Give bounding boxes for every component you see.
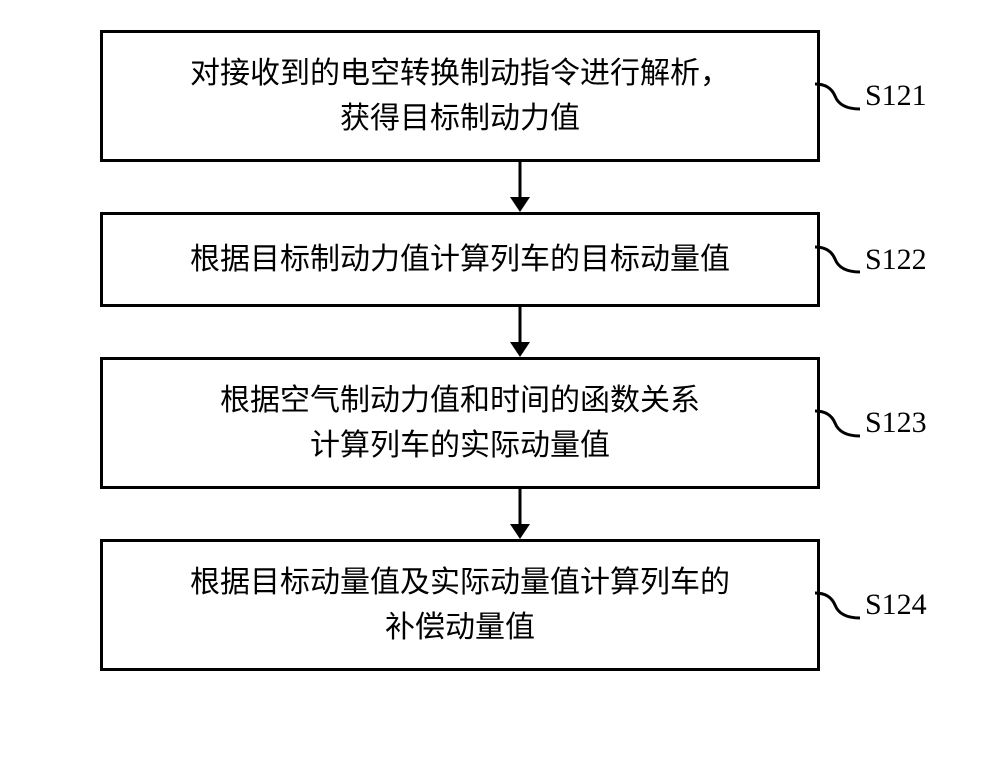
step-text-4-line1: 根据目标动量值及实际动量值计算列车的 [190, 566, 730, 599]
step-label-3: S123 [865, 406, 927, 440]
curve-connector-4 [815, 583, 865, 628]
step-box-1: 对接收到的电空转换制动指令进行解析， 获得目标制动力值 [100, 30, 820, 162]
step-text-1-line1: 对接收到的电空转换制动指令进行解析， [190, 57, 730, 90]
arrow-down-1 [505, 162, 535, 212]
curve-connector-3 [815, 401, 865, 446]
arrow-container-1 [160, 162, 880, 212]
label-group-2: S122 [815, 237, 927, 282]
step-label-1: S121 [865, 79, 927, 113]
step-text-4-line2: 补偿动量值 [385, 611, 535, 644]
label-group-1: S121 [815, 74, 927, 119]
step-text-3-line2: 计算列车的实际动量值 [310, 429, 610, 462]
step-text-2-line1: 根据目标制动力值计算列车的目标动量值 [190, 243, 730, 276]
step-text-1-line2: 获得目标制动力值 [340, 102, 580, 135]
step-label-4: S124 [865, 588, 927, 622]
step-text-3-line1: 根据空气制动力值和时间的函数关系 [220, 384, 700, 417]
label-group-3: S123 [815, 401, 927, 446]
step-row-1: 对接收到的电空转换制动指令进行解析， 获得目标制动力值 S121 [60, 30, 940, 162]
step-box-4: 根据目标动量值及实际动量值计算列车的 补偿动量值 [100, 539, 820, 671]
arrow-container-2 [160, 307, 880, 357]
label-group-4: S124 [815, 583, 927, 628]
step-box-2: 根据目标制动力值计算列车的目标动量值 [100, 212, 820, 307]
step-row-4: 根据目标动量值及实际动量值计算列车的 补偿动量值 S124 [60, 539, 940, 671]
arrow-down-2 [505, 307, 535, 357]
step-row-2: 根据目标制动力值计算列车的目标动量值 S122 [60, 212, 940, 307]
arrow-container-3 [160, 489, 880, 539]
arrow-down-3 [505, 489, 535, 539]
step-label-2: S122 [865, 243, 927, 277]
flowchart-container: 对接收到的电空转换制动指令进行解析， 获得目标制动力值 S121 根据目标制动力… [60, 30, 940, 671]
step-box-3: 根据空气制动力值和时间的函数关系 计算列车的实际动量值 [100, 357, 820, 489]
curve-connector-2 [815, 237, 865, 282]
step-row-3: 根据空气制动力值和时间的函数关系 计算列车的实际动量值 S123 [60, 357, 940, 489]
curve-connector-1 [815, 74, 865, 119]
